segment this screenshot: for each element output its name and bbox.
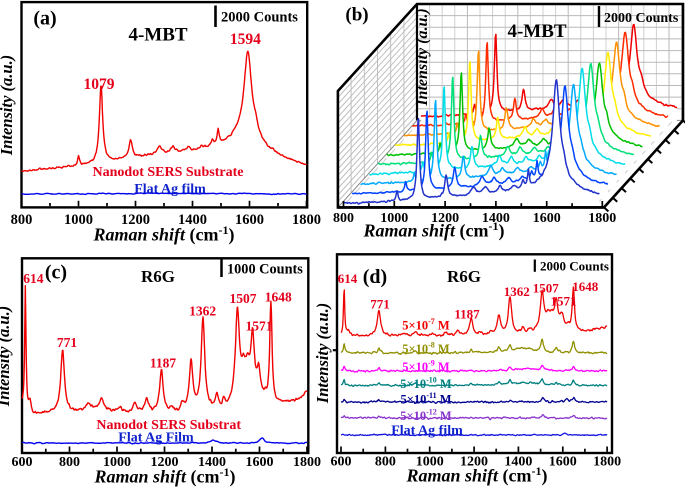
svg-text:614: 614 (23, 271, 44, 286)
svg-text:1400: 1400 (504, 455, 532, 470)
svg-text:Raman shift (cm-1): Raman shift (cm-1) (92, 223, 234, 246)
svg-text:(d): (d) (363, 266, 387, 288)
svg-text:Flat Ag Film: Flat Ag Film (118, 430, 194, 445)
svg-text:1400: 1400 (482, 211, 510, 226)
svg-text:800: 800 (59, 455, 80, 470)
svg-text:5×10-7 M: 5×10-7 M (402, 317, 450, 333)
svg-text:R6G: R6G (447, 267, 481, 286)
svg-text:Intensity (a.u.): Intensity (a.u.) (313, 303, 332, 404)
svg-text:Raman shift (cm-1): Raman shift (cm-1) (405, 464, 547, 487)
svg-text:1200: 1200 (460, 455, 488, 470)
svg-text:1800: 1800 (293, 455, 321, 470)
svg-text:800: 800 (333, 211, 354, 226)
svg-text:2000 Counts: 2000 Counts (540, 258, 609, 273)
svg-text:Flat Ag film: Flat Ag film (391, 423, 463, 438)
svg-text:Intensity (a.u.): Intensity (a.u.) (414, 8, 431, 106)
svg-text:800: 800 (11, 212, 33, 228)
svg-text:R6G: R6G (141, 267, 175, 286)
svg-text:1187: 1187 (454, 307, 480, 322)
svg-text:(c): (c) (45, 261, 67, 283)
svg-text:1200: 1200 (121, 212, 150, 228)
svg-text:1000: 1000 (380, 211, 408, 226)
svg-text:1187: 1187 (150, 355, 177, 370)
svg-text:Intensity (a.u.): Intensity (a.u.) (0, 306, 13, 407)
svg-text:1200: 1200 (431, 211, 459, 226)
svg-text:1200: 1200 (151, 455, 179, 470)
svg-text:1600: 1600 (235, 212, 264, 228)
svg-text:771: 771 (57, 335, 78, 350)
svg-text:1362: 1362 (189, 304, 216, 319)
svg-text:1507: 1507 (230, 291, 257, 306)
svg-text:1600: 1600 (246, 455, 274, 470)
svg-text:Nanodot SERS Substrat: Nanodot SERS Substrat (96, 418, 241, 433)
svg-text:1000 Counts: 1000 Counts (227, 262, 303, 278)
svg-text:1000: 1000 (103, 455, 131, 470)
svg-text:Nanodot SERS Substrate: Nanodot SERS Substrate (93, 165, 244, 180)
svg-text:1600: 1600 (549, 455, 577, 470)
svg-text:1600: 1600 (533, 211, 561, 226)
svg-text:5×10-8 M: 5×10-8 M (402, 340, 450, 356)
svg-text:(b): (b) (345, 5, 368, 26)
svg-text:1800: 1800 (588, 211, 616, 226)
svg-text:4-MBT: 4-MBT (128, 25, 187, 46)
svg-text:1000: 1000 (64, 212, 93, 228)
svg-text:5×10-12 M: 5×10-12 M (400, 407, 452, 423)
svg-text:Raman shift (cm-1): Raman shift (cm-1) (362, 219, 504, 242)
svg-text:5×10-9 M: 5×10-9 M (402, 358, 450, 374)
svg-text:1000: 1000 (416, 455, 444, 470)
svg-text:600: 600 (331, 455, 352, 470)
svg-text:5×10-10 M: 5×10-10 M (400, 375, 452, 391)
svg-text:1507: 1507 (533, 280, 560, 295)
svg-text:2000 Counts: 2000 Counts (604, 11, 679, 26)
svg-text:5×10-11 M: 5×10-11 M (400, 391, 451, 407)
svg-text:1079: 1079 (84, 76, 115, 93)
svg-text:800: 800 (375, 455, 396, 470)
svg-text:Intensity (a.u.): Intensity (a.u.) (0, 55, 16, 156)
svg-text:1362: 1362 (504, 284, 530, 299)
svg-text:1571: 1571 (246, 319, 273, 334)
svg-text:1648: 1648 (572, 279, 599, 294)
svg-text:Raman shift (cm-1): Raman shift (cm-1) (93, 465, 235, 487)
svg-text:1648: 1648 (265, 289, 292, 304)
svg-text:1800: 1800 (292, 212, 321, 228)
svg-text:1800: 1800 (593, 455, 621, 470)
svg-text:771: 771 (370, 297, 390, 312)
svg-text:2000 Counts: 2000 Counts (221, 10, 298, 26)
svg-text:4-MBT: 4-MBT (507, 21, 566, 42)
svg-text:1571: 1571 (551, 293, 577, 308)
svg-text:614: 614 (338, 271, 358, 286)
svg-text:600: 600 (12, 455, 33, 470)
svg-text:(a): (a) (33, 8, 56, 30)
svg-text:1400: 1400 (178, 212, 207, 228)
svg-text:1594: 1594 (230, 31, 261, 48)
svg-text:1400: 1400 (198, 455, 226, 470)
svg-text:Flat Ag film: Flat Ag film (134, 182, 206, 197)
